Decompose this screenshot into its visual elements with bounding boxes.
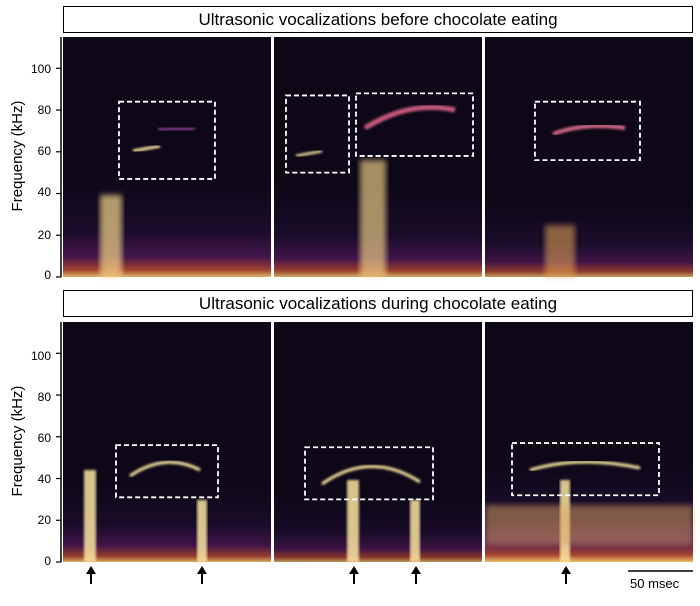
row2-tick-20: 20	[37, 513, 51, 527]
row2-call-2	[321, 465, 421, 486]
row2-burst-1a	[84, 470, 96, 562]
arrow-up-icon	[411, 566, 421, 584]
row2-burst-1b	[197, 500, 207, 562]
row1-call-3	[363, 104, 456, 131]
arrow-up-icon	[349, 566, 359, 584]
y-axis-ticks	[56, 67, 61, 563]
call-annotation-box	[115, 444, 219, 499]
row1-title: Ultrasonic vocalizations before chocolat…	[63, 6, 693, 33]
row2-call-3	[529, 460, 641, 472]
panel-dividers	[271, 37, 485, 562]
row1-call-2	[295, 149, 323, 158]
row1-burst-2	[360, 160, 386, 277]
arrow-up-icon	[561, 566, 571, 584]
row2-tick-100: 100	[30, 349, 51, 363]
event-arrows	[86, 566, 571, 584]
row1-burst-3	[545, 225, 575, 277]
row2-noise-band-1	[63, 480, 271, 562]
call-annotation-box	[534, 100, 641, 162]
row1-tick-80: 80	[37, 103, 51, 117]
row1-tick-40: 40	[37, 185, 51, 199]
call-annotation-box	[511, 442, 660, 497]
row2-tick-40: 40	[37, 472, 51, 486]
row2-burst-2b	[410, 500, 420, 562]
row1-burst-1	[100, 195, 122, 277]
row2-burst-2a	[347, 480, 359, 562]
row1-noise-band-3	[485, 200, 693, 277]
row1-call-4	[552, 124, 626, 136]
call-annotation-box	[355, 92, 474, 157]
row1-noise-band-1	[63, 175, 271, 277]
row2-call-1	[129, 460, 201, 478]
arrow-up-icon	[197, 566, 207, 584]
row1-tick-20: 20	[37, 228, 51, 242]
arrow-up-icon	[86, 566, 96, 584]
call-annotation-box	[285, 94, 350, 174]
row2-tick-60: 60	[37, 431, 51, 445]
row2-tick-80: 80	[37, 390, 51, 404]
row2-title: Ultrasonic vocalizations during chocolat…	[63, 290, 693, 317]
call-annotation-box	[118, 100, 216, 180]
row1-tick-100: 100	[30, 62, 51, 76]
call-annotation-boxes	[115, 92, 660, 501]
row2-panels	[63, 322, 693, 562]
row2-burst-3b	[485, 505, 693, 545]
row2-tick-0: 0	[44, 554, 51, 568]
row1-title-text: Ultrasonic vocalizations before chocolat…	[198, 9, 558, 29]
call-annotation-box	[304, 446, 434, 501]
row1-panels	[63, 37, 693, 277]
row1-tick-60: 60	[37, 144, 51, 158]
row2-title-text: Ultrasonic vocalizations during chocolat…	[198, 293, 558, 313]
row1-call-1	[132, 144, 161, 153]
row2-noise-band-2	[274, 495, 482, 562]
row1-tick-0: 0	[44, 268, 51, 282]
scale-bar-label: 50 msec	[630, 576, 680, 591]
row1-call-1-harmonic	[157, 125, 196, 133]
